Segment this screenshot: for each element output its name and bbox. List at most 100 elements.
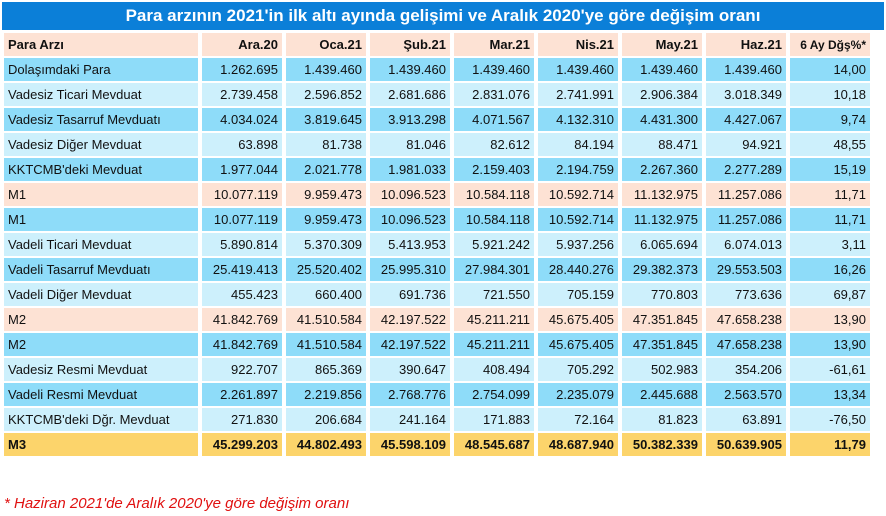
table-row: M2 41.842.769 41.510.584 42.197.522 45.211.2…	[4, 308, 870, 331]
value-cell: 47.351.845	[622, 308, 702, 331]
value-cell: 171.883	[454, 408, 534, 431]
value-cell: 11.132.975	[622, 208, 702, 231]
value-cell: 241.164	[370, 408, 450, 431]
value-cell: 2.021.778	[286, 158, 366, 181]
table-row: Vadeli Resmi Mevduat 2.261.897 2.219.856 2.…	[4, 383, 870, 406]
value-cell: 2.159.403	[454, 158, 534, 181]
value-cell: 45.299.203	[202, 433, 282, 456]
table-row: Vadesiz Resmi Mevduat 922.707 865.369 390.6…	[4, 358, 870, 381]
value-cell: 2.277.289	[706, 158, 786, 181]
value-cell: 4.071.567	[454, 108, 534, 131]
value-cell: 10.584.118	[454, 183, 534, 206]
value-cell: 29.553.503	[706, 258, 786, 281]
value-cell: 6.074.013	[706, 233, 786, 256]
value-cell: 4.431.300	[622, 108, 702, 131]
table-row: M3 45.299.203 44.802.493 45.598.109 48.545.6…	[4, 433, 870, 456]
value-cell: 81.823	[622, 408, 702, 431]
change-percent-cell: 48,55	[790, 133, 870, 156]
row-label: Vadeli Diğer Mevduat	[4, 283, 198, 306]
change-percent-cell: 13,34	[790, 383, 870, 406]
value-cell: 455.423	[202, 283, 282, 306]
value-cell: 2.194.759	[538, 158, 618, 181]
value-cell: 47.658.238	[706, 333, 786, 356]
value-cell: 390.647	[370, 358, 450, 381]
value-cell: 63.891	[706, 408, 786, 431]
column-header: May.21	[622, 33, 702, 56]
value-cell: 25.995.310	[370, 258, 450, 281]
table-row: M1 10.077.119 9.959.473 10.096.523 10.584.11…	[4, 183, 870, 206]
value-cell: 705.292	[538, 358, 618, 381]
change-percent-cell: 11,71	[790, 183, 870, 206]
value-cell: 3.913.298	[370, 108, 450, 131]
change-percent-cell: -61,61	[790, 358, 870, 381]
value-cell: 47.658.238	[706, 308, 786, 331]
table-row: Vadesiz Ticari Mevduat 2.739.458 2.596.852…	[4, 83, 870, 106]
value-cell: 5.937.256	[538, 233, 618, 256]
table-row: KKTCMB'deki Mevduat 1.977.044 2.021.778 1.9…	[4, 158, 870, 181]
row-label: Vadeli Tasarruf Mevduatı	[4, 258, 198, 281]
value-cell: 88.471	[622, 133, 702, 156]
value-cell: 44.802.493	[286, 433, 366, 456]
value-cell: 48.545.687	[454, 433, 534, 456]
row-label: M3	[4, 433, 198, 456]
value-cell: 1.977.044	[202, 158, 282, 181]
footnote: * Haziran 2021'de Aralık 2020'ye göre de…	[4, 495, 350, 512]
value-cell: 10.592.714	[538, 183, 618, 206]
change-percent-cell: 15,19	[790, 158, 870, 181]
value-cell: 11.257.086	[706, 208, 786, 231]
value-cell: 11.257.086	[706, 183, 786, 206]
value-cell: 72.164	[538, 408, 618, 431]
value-cell: 1.439.460	[286, 58, 366, 81]
row-label: M2	[4, 308, 198, 331]
value-cell: 45.211.211	[454, 308, 534, 331]
change-percent-cell: 13,90	[790, 308, 870, 331]
column-header: Oca.21	[286, 33, 366, 56]
change-percent-cell: 11,71	[790, 208, 870, 231]
value-cell: 45.675.405	[538, 308, 618, 331]
row-label: Vadeli Ticari Mevduat	[4, 233, 198, 256]
value-cell: 41.842.769	[202, 308, 282, 331]
value-cell: 25.520.402	[286, 258, 366, 281]
value-cell: 1.981.033	[370, 158, 450, 181]
change-percent-cell: 3,11	[790, 233, 870, 256]
row-label: M1	[4, 208, 198, 231]
value-cell: 41.510.584	[286, 333, 366, 356]
value-cell: 4.034.024	[202, 108, 282, 131]
value-cell: 271.830	[202, 408, 282, 431]
value-cell: 10.077.119	[202, 208, 282, 231]
row-label: Vadesiz Diğer Mevduat	[4, 133, 198, 156]
value-cell: 84.194	[538, 133, 618, 156]
value-cell: 63.898	[202, 133, 282, 156]
value-cell: 10.096.523	[370, 208, 450, 231]
money-supply-table: Para Arzı Ara.20 Oca.21 Şub.21 Mar.21 Nis.21 M…	[0, 31, 874, 458]
value-cell: 1.262.695	[202, 58, 282, 81]
row-label: M2	[4, 333, 198, 356]
column-header: Ara.20	[202, 33, 282, 56]
value-cell: 2.261.897	[202, 383, 282, 406]
value-cell: 5.921.242	[454, 233, 534, 256]
value-cell: 50.382.339	[622, 433, 702, 456]
value-cell: 4.427.067	[706, 108, 786, 131]
change-percent-cell: 14,00	[790, 58, 870, 81]
column-header: Haz.21	[706, 33, 786, 56]
value-cell: 354.206	[706, 358, 786, 381]
value-cell: 5.413.953	[370, 233, 450, 256]
column-header: Nis.21	[538, 33, 618, 56]
value-cell: 6.065.694	[622, 233, 702, 256]
table-row: Vadeli Diğer Mevduat 455.423 660.400 691.73…	[4, 283, 870, 306]
change-percent-cell: 16,26	[790, 258, 870, 281]
table-row: Vadeli Ticari Mevduat 5.890.814 5.370.309 5…	[4, 233, 870, 256]
value-cell: 2.267.360	[622, 158, 702, 181]
value-cell: 2.768.776	[370, 383, 450, 406]
value-cell: 705.159	[538, 283, 618, 306]
table-row: M1 10.077.119 9.959.473 10.096.523 10.584.11…	[4, 208, 870, 231]
value-cell: 45.675.405	[538, 333, 618, 356]
value-cell: 922.707	[202, 358, 282, 381]
value-cell: 2.906.384	[622, 83, 702, 106]
row-label: Vadesiz Ticari Mevduat	[4, 83, 198, 106]
row-label: Vadesiz Tasarruf Mevduatı	[4, 108, 198, 131]
value-cell: 2.445.688	[622, 383, 702, 406]
value-cell: 10.592.714	[538, 208, 618, 231]
value-cell: 81.738	[286, 133, 366, 156]
table-row: KKTCMB'deki Dğr. Mevduat 271.830 206.684 24…	[4, 408, 870, 431]
